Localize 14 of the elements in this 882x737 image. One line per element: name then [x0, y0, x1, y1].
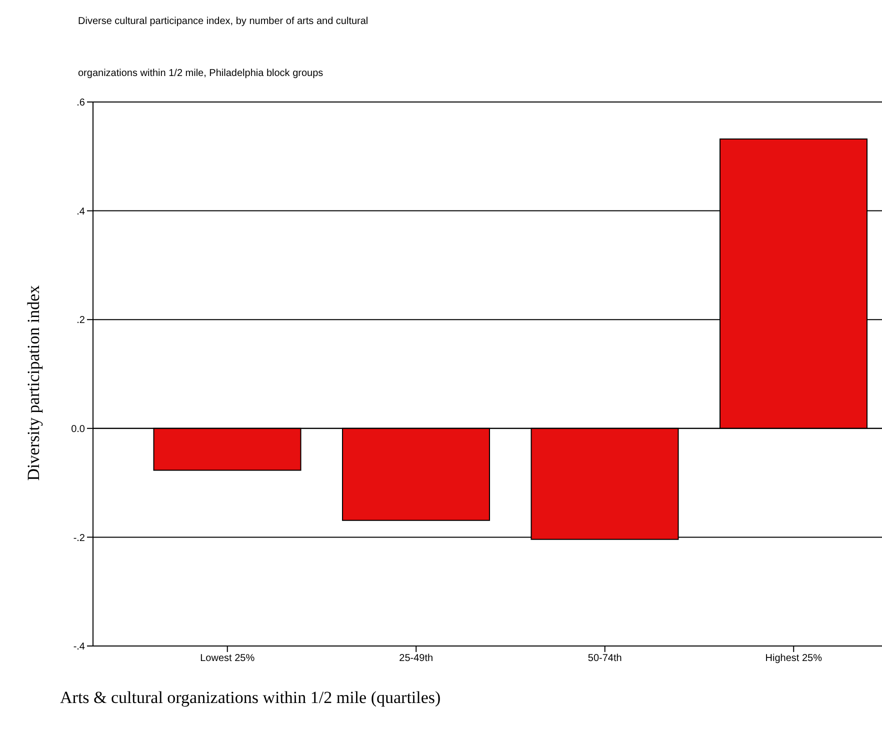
y-tick-label: .2 [76, 315, 86, 326]
x-tick-label: 25-49th [399, 653, 434, 664]
y-tick-label: -.4 [73, 642, 86, 653]
x-axis-title: Arts & cultural organizations within 1/2 mile (quartiles) [60, 688, 441, 708]
y-axis-title: Diversity participation index [24, 285, 44, 481]
y-tick-label: 0.0 [71, 424, 86, 435]
y-tick-label: .6 [76, 98, 86, 109]
y-tick-label: -.2 [73, 532, 86, 544]
chart-subtitle: organizations within 1/2 mile, Philadelphia block groups [78, 68, 324, 79]
x-tick-label: Lowest 25% [200, 653, 255, 664]
x-tick-label: 50-74th [588, 653, 622, 664]
x-tick-label: Highest 25% [765, 653, 822, 664]
y-tick-label: .4 [76, 206, 86, 218]
chart-title: Diverse cultural participance index, by number of arts and cultural [78, 16, 368, 27]
